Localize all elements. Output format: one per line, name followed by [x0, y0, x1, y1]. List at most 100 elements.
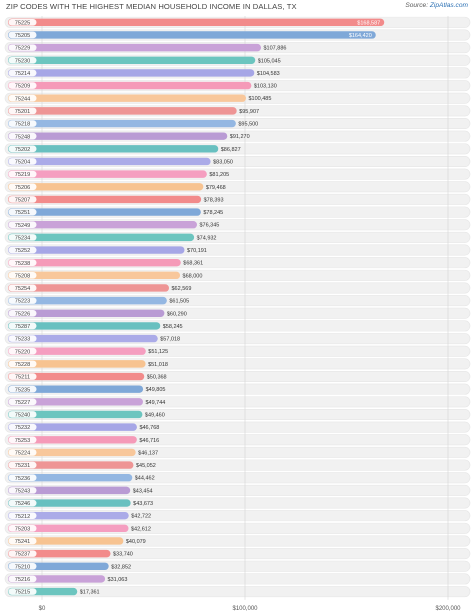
zip-pill — [8, 588, 37, 595]
zip-label: 75215 — [15, 590, 31, 596]
value-label: $17,361 — [80, 590, 100, 596]
value-label: $86,827 — [221, 147, 241, 153]
zip-pill — [8, 335, 37, 342]
zip-pill — [8, 69, 37, 77]
zip-label: 75227 — [15, 400, 31, 406]
value-label: $74,932 — [197, 235, 217, 241]
bar-75287 — [8, 322, 161, 330]
zip-label: 75243 — [15, 488, 31, 494]
zip-pill — [8, 537, 37, 545]
bar-75219 — [8, 170, 207, 178]
bar-75241 — [8, 537, 124, 545]
value-label: $95,500 — [238, 122, 258, 128]
bar-75209 — [8, 81, 252, 90]
bar-75212 — [8, 511, 129, 520]
value-label: $60,290 — [167, 311, 187, 317]
zip-pill — [8, 44, 37, 51]
bar-75244 — [8, 94, 246, 102]
zip-pill — [8, 234, 37, 241]
zip-label: 75248 — [15, 134, 31, 140]
bar-75228 — [8, 360, 146, 368]
bar-75243 — [8, 486, 131, 495]
bar-75238 — [8, 258, 181, 267]
zip-label: 75230 — [15, 58, 31, 64]
value-label: $40,079 — [126, 539, 146, 545]
zip-label: 75237 — [15, 552, 31, 558]
zip-pill — [8, 347, 37, 355]
value-label: $61,505 — [169, 299, 189, 305]
zip-label: 75226 — [15, 311, 31, 317]
zip-label: 75203 — [15, 526, 31, 532]
value-label: $78,393 — [204, 197, 224, 203]
zip-label: 75202 — [15, 147, 31, 153]
value-label: $45,052 — [136, 463, 156, 469]
value-label: $33,740 — [113, 552, 133, 558]
zip-label: 75214 — [15, 71, 31, 77]
zip-pill — [8, 550, 37, 557]
zip-pill — [8, 196, 37, 203]
zip-label: 75241 — [15, 539, 31, 545]
zip-pill — [8, 170, 37, 178]
bar-75218 — [8, 119, 236, 128]
zip-label: 75235 — [15, 387, 31, 393]
zip-label: 75219 — [15, 172, 31, 178]
zip-pill — [8, 373, 37, 380]
value-label: $46,768 — [139, 425, 159, 431]
zip-label: 75206 — [15, 185, 31, 191]
bar-75208 — [8, 271, 181, 280]
x-tick-label: $100,000 — [232, 606, 258, 612]
value-label: $78,245 — [203, 210, 223, 216]
bar-75252 — [8, 246, 185, 254]
value-label: $57,018 — [160, 337, 180, 343]
zip-label: 75207 — [15, 198, 31, 204]
zip-label: 75228 — [15, 362, 31, 368]
zip-label: 75232 — [15, 425, 31, 431]
source-link[interactable]: ZipAtlas.com — [429, 2, 468, 9]
zip-label: 75246 — [15, 501, 31, 507]
zip-pill — [8, 322, 37, 330]
zip-label: 75253 — [15, 438, 31, 444]
bar-75233 — [8, 334, 158, 343]
zip-pill — [8, 461, 37, 469]
zip-pill — [8, 132, 37, 140]
bar-75207 — [8, 195, 202, 204]
zip-pill — [8, 158, 37, 165]
source-attribution: Source: ZipAtlas.com — [405, 2, 468, 9]
bar-75225 — [8, 18, 385, 27]
zip-label: 75254 — [15, 286, 31, 292]
bar-75251 — [8, 208, 201, 216]
chart-title: ZIP CODES WITH THE HIGHEST MEDIAN HOUSEH… — [6, 2, 297, 11]
value-label: $51,018 — [148, 362, 168, 368]
bar-75206 — [8, 183, 204, 191]
bar-75249 — [8, 221, 197, 229]
bar-75235 — [8, 385, 144, 393]
bar-75232 — [8, 423, 137, 431]
row-track — [4, 573, 471, 585]
zip-label: 75211 — [15, 375, 30, 381]
bar-75236 — [8, 474, 133, 482]
value-label: $31,063 — [108, 577, 128, 583]
bar-75230 — [8, 56, 256, 64]
value-label: $76,345 — [199, 223, 219, 229]
zip-pill — [8, 145, 37, 153]
value-label: $68,000 — [183, 273, 203, 279]
zip-label: 75252 — [15, 248, 31, 254]
source-prefix: Source: — [405, 2, 430, 9]
bar-75254 — [8, 284, 170, 292]
zip-pill — [8, 398, 37, 406]
value-label: $49,460 — [145, 412, 165, 418]
zip-label: 75208 — [15, 273, 31, 279]
value-label: $95,907 — [239, 109, 259, 115]
bar-75226 — [8, 309, 165, 317]
value-label: $50,368 — [147, 375, 167, 381]
zip-label: 75204 — [15, 160, 31, 166]
zip-pill — [8, 423, 37, 431]
zip-pill — [8, 487, 37, 494]
zip-label: 75205 — [15, 33, 31, 39]
row-track — [4, 560, 471, 572]
value-label: $100,485 — [248, 96, 271, 102]
zip-label: 75220 — [15, 349, 31, 355]
value-label: $164,420 — [349, 33, 372, 39]
zip-label: 75231 — [15, 463, 31, 469]
